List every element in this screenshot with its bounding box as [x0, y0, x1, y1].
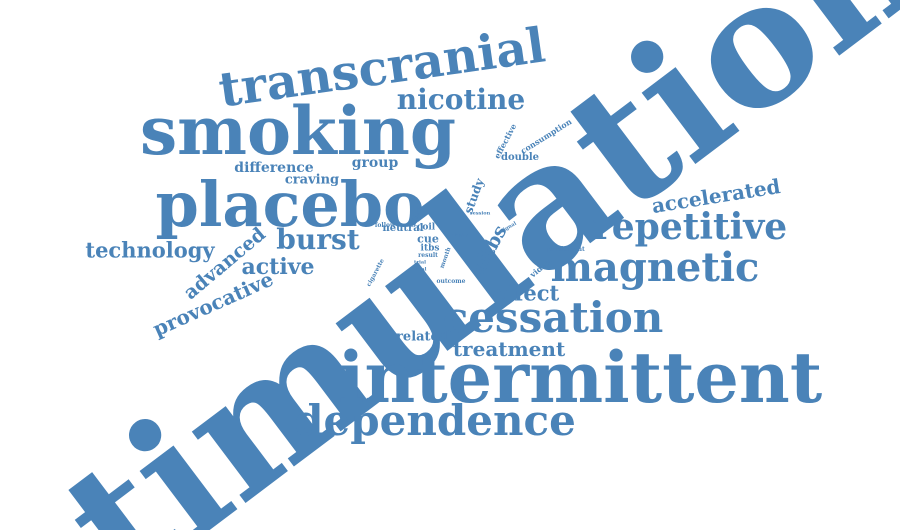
word-smoking: smoking — [140, 92, 456, 170]
word-placebo: placebo — [155, 168, 425, 241]
word-related: related — [396, 329, 448, 345]
word-depth: depth — [451, 232, 469, 239]
word-trial: trial — [414, 259, 426, 266]
word-follow: follow — [374, 222, 396, 229]
word-cue: cue — [417, 232, 439, 246]
word-burst: burst — [276, 223, 360, 256]
word-effect: effect — [492, 280, 560, 306]
word-group: group — [351, 155, 399, 171]
word-double: double — [500, 152, 540, 163]
word-intermittent: intermittent — [337, 336, 823, 419]
word-difference: difference — [234, 160, 314, 176]
word-technology: technology — [85, 237, 215, 263]
word-session: session — [469, 210, 491, 217]
word-active: active — [241, 254, 315, 280]
word-treatment: treatment — [452, 337, 566, 361]
word-total: total — [413, 266, 427, 273]
word-craving: craving — [284, 172, 340, 188]
word-cessation: cessation — [442, 293, 664, 342]
word-repetitive: repetitive — [592, 206, 788, 248]
word-itbs: itbs — [420, 243, 440, 254]
word-neutral: neutral — [382, 223, 424, 234]
word-coil: coil — [416, 222, 436, 233]
word-magnetic: magnetic — [550, 244, 760, 291]
word-outcome: outcome — [436, 278, 466, 285]
word-result: result — [418, 252, 438, 259]
word-dependence: dependence — [294, 396, 576, 445]
word-nicotine: nicotine — [396, 83, 526, 116]
word-participant: participant — [547, 246, 585, 253]
